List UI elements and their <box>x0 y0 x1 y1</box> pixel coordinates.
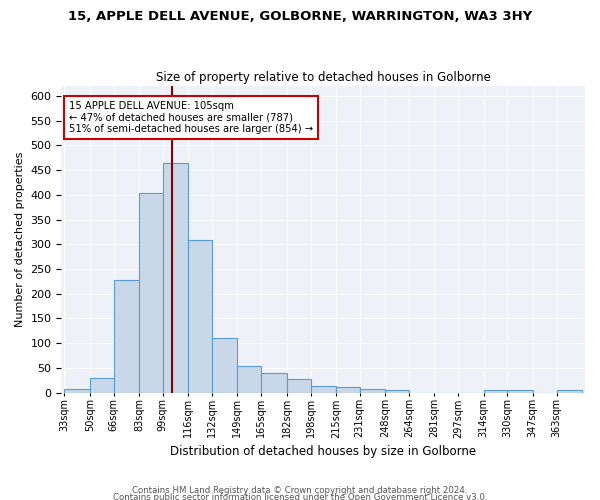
Bar <box>188 240 212 392</box>
Y-axis label: Number of detached properties: Number of detached properties <box>15 152 25 327</box>
Bar <box>163 162 188 392</box>
Bar <box>261 374 287 392</box>
Bar <box>557 390 582 392</box>
Bar <box>90 378 113 392</box>
Title: Size of property relative to detached houses in Golborne: Size of property relative to detached ho… <box>156 70 491 84</box>
Text: 15 APPLE DELL AVENUE: 105sqm
← 47% of detached houses are smaller (787)
51% of s: 15 APPLE DELL AVENUE: 105sqm ← 47% of de… <box>69 101 313 134</box>
Bar <box>508 390 533 392</box>
Bar <box>311 386 336 392</box>
Bar <box>336 386 360 392</box>
Bar <box>139 194 163 392</box>
Bar <box>113 280 139 392</box>
Text: Contains HM Land Registry data © Crown copyright and database right 2024.: Contains HM Land Registry data © Crown c… <box>132 486 468 495</box>
Bar <box>64 389 90 392</box>
Text: 15, APPLE DELL AVENUE, GOLBORNE, WARRINGTON, WA3 3HY: 15, APPLE DELL AVENUE, GOLBORNE, WARRING… <box>68 10 532 23</box>
Bar <box>385 390 409 392</box>
Bar <box>212 338 238 392</box>
Bar <box>360 388 385 392</box>
Text: Contains public sector information licensed under the Open Government Licence v3: Contains public sector information licen… <box>113 494 487 500</box>
X-axis label: Distribution of detached houses by size in Golborne: Distribution of detached houses by size … <box>170 444 476 458</box>
Bar <box>238 366 261 392</box>
Bar <box>287 380 311 392</box>
Bar <box>484 390 508 392</box>
